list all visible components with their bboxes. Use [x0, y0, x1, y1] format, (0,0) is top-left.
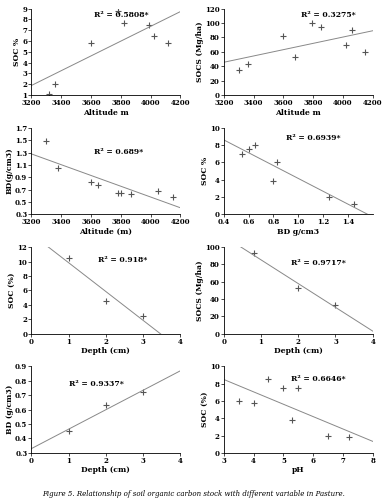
Y-axis label: BD(g/cm3): BD(g/cm3) [6, 148, 14, 194]
Text: Figure 5. Relationship of soil organic carbon stock with different variable in P: Figure 5. Relationship of soil organic c… [43, 490, 345, 498]
Text: R² = 0.3275*: R² = 0.3275* [301, 10, 356, 18]
Text: R² = 0.918*: R² = 0.918* [99, 256, 148, 264]
Text: R² = 0.6939*: R² = 0.6939* [286, 134, 341, 142]
Y-axis label: SOCS (Mg/ha): SOCS (Mg/ha) [196, 22, 204, 82]
X-axis label: pH: pH [292, 466, 305, 474]
Y-axis label: BD (g/cm3): BD (g/cm3) [5, 385, 14, 434]
Y-axis label: SOCS (Mg/ha): SOCS (Mg/ha) [196, 260, 204, 320]
Y-axis label: SOC (%): SOC (%) [8, 272, 16, 308]
Text: R² = 0.9717*: R² = 0.9717* [291, 258, 346, 266]
Text: R² = 0.689*: R² = 0.689* [94, 148, 143, 156]
X-axis label: Depth (cm): Depth (cm) [81, 347, 130, 355]
Text: R² = 0.9337*: R² = 0.9337* [69, 380, 123, 388]
Text: R² = 0.6646*: R² = 0.6646* [291, 376, 345, 384]
Y-axis label: SOC %: SOC % [201, 157, 208, 185]
Y-axis label: SOC %: SOC % [13, 38, 21, 66]
Text: R² = 0.5808*: R² = 0.5808* [94, 10, 149, 18]
X-axis label: Altitude m: Altitude m [83, 108, 129, 116]
X-axis label: Altitude m: Altitude m [275, 108, 321, 116]
X-axis label: Depth (cm): Depth (cm) [81, 466, 130, 474]
X-axis label: Depth (cm): Depth (cm) [274, 347, 323, 355]
X-axis label: Altitude (m): Altitude (m) [80, 228, 132, 236]
X-axis label: BD g/cm3: BD g/cm3 [277, 228, 319, 236]
Y-axis label: SOC (%): SOC (%) [201, 392, 208, 428]
